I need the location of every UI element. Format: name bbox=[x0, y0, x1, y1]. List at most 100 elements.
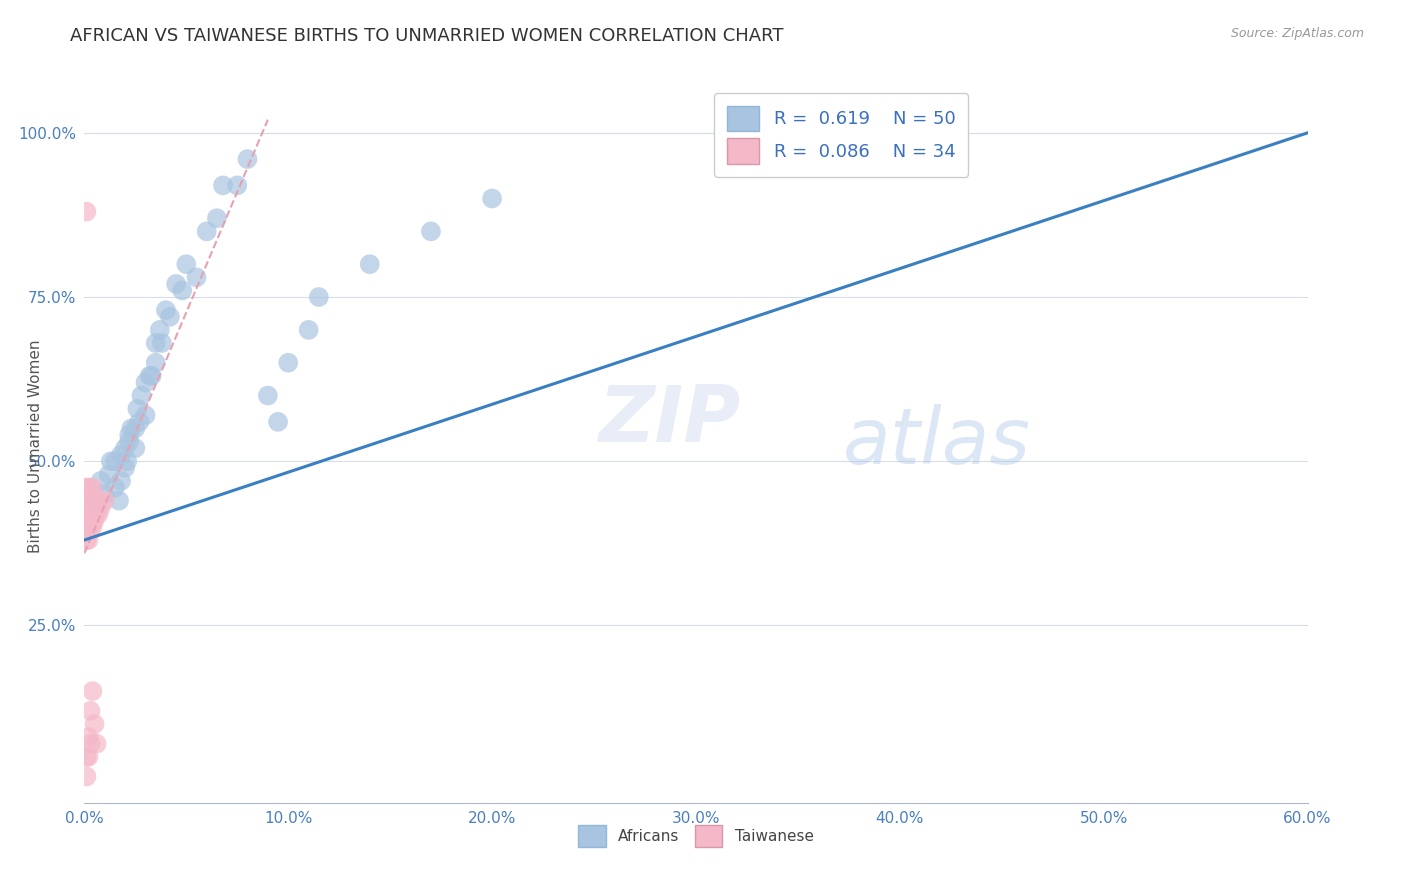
Point bbox=[135, 409, 157, 423]
Point bbox=[118, 428, 141, 442]
Point bbox=[75, 513, 97, 527]
Point bbox=[149, 323, 172, 337]
Point bbox=[82, 513, 104, 527]
Point bbox=[82, 481, 104, 495]
Point bbox=[82, 493, 104, 508]
Point bbox=[135, 376, 157, 390]
Text: atlas: atlas bbox=[842, 403, 1031, 480]
Point bbox=[359, 257, 381, 271]
Point bbox=[128, 415, 150, 429]
Point bbox=[77, 520, 100, 534]
Point bbox=[481, 192, 503, 206]
Point bbox=[298, 323, 321, 337]
Text: Births to Unmarried Women: Births to Unmarried Women bbox=[28, 339, 42, 553]
Point bbox=[97, 467, 120, 482]
Point bbox=[115, 454, 138, 468]
Text: Source: ZipAtlas.com: Source: ZipAtlas.com bbox=[1230, 27, 1364, 40]
Point bbox=[90, 474, 112, 488]
Point bbox=[77, 533, 100, 547]
Point bbox=[83, 507, 105, 521]
Point bbox=[75, 533, 97, 547]
Point bbox=[75, 507, 97, 521]
Point bbox=[86, 507, 108, 521]
Point bbox=[110, 448, 132, 462]
Point bbox=[172, 284, 194, 298]
Point bbox=[82, 500, 104, 515]
Point bbox=[87, 507, 110, 521]
Point bbox=[83, 717, 105, 731]
Point bbox=[75, 770, 97, 784]
Point bbox=[77, 493, 100, 508]
Point bbox=[159, 310, 181, 324]
Point bbox=[90, 500, 112, 515]
Point bbox=[124, 421, 146, 435]
Point bbox=[75, 500, 97, 515]
Point bbox=[75, 204, 97, 219]
Point bbox=[82, 520, 104, 534]
Point bbox=[77, 507, 100, 521]
Text: ZIP: ZIP bbox=[598, 382, 741, 458]
Point bbox=[79, 487, 101, 501]
Text: AFRICAN VS TAIWANESE BIRTHS TO UNMARRIED WOMEN CORRELATION CHART: AFRICAN VS TAIWANESE BIRTHS TO UNMARRIED… bbox=[70, 27, 783, 45]
Point bbox=[86, 737, 108, 751]
Point bbox=[195, 224, 218, 238]
Point bbox=[257, 388, 280, 402]
Point bbox=[79, 513, 101, 527]
Point bbox=[186, 270, 208, 285]
Point bbox=[118, 434, 141, 449]
Point bbox=[83, 493, 105, 508]
Point bbox=[83, 493, 105, 508]
Point bbox=[79, 507, 101, 521]
Point bbox=[308, 290, 330, 304]
Point bbox=[205, 211, 228, 226]
Point bbox=[267, 415, 290, 429]
Point bbox=[77, 481, 100, 495]
Point bbox=[174, 257, 197, 271]
Point bbox=[277, 356, 299, 370]
Point bbox=[79, 704, 101, 718]
Point bbox=[114, 460, 136, 475]
Point bbox=[165, 277, 187, 291]
Point bbox=[75, 749, 97, 764]
Point bbox=[79, 737, 101, 751]
Point bbox=[138, 368, 160, 383]
Point bbox=[226, 178, 249, 193]
Point bbox=[79, 520, 101, 534]
Point bbox=[141, 368, 163, 383]
Point bbox=[108, 493, 131, 508]
Point bbox=[75, 481, 97, 495]
Point bbox=[420, 224, 443, 238]
Point bbox=[77, 730, 100, 744]
Point bbox=[766, 145, 789, 160]
Point bbox=[145, 336, 167, 351]
Point bbox=[83, 513, 105, 527]
Point bbox=[93, 493, 115, 508]
Point bbox=[127, 401, 149, 416]
Point bbox=[124, 441, 146, 455]
Point bbox=[104, 481, 127, 495]
Point bbox=[75, 520, 97, 534]
Point bbox=[787, 126, 810, 140]
Point bbox=[77, 513, 100, 527]
Point bbox=[145, 356, 167, 370]
Legend: Africans, Taiwanese: Africans, Taiwanese bbox=[572, 819, 820, 853]
Point bbox=[82, 684, 104, 698]
Point bbox=[79, 500, 101, 515]
Point bbox=[155, 303, 177, 318]
Point bbox=[100, 454, 122, 468]
Point bbox=[75, 493, 97, 508]
Point bbox=[150, 336, 173, 351]
Point bbox=[120, 421, 142, 435]
Point bbox=[114, 441, 136, 455]
Point bbox=[212, 178, 235, 193]
Point bbox=[75, 487, 97, 501]
Point bbox=[131, 388, 153, 402]
Point bbox=[236, 152, 259, 166]
Point bbox=[77, 749, 100, 764]
Point bbox=[87, 493, 110, 508]
Point bbox=[86, 493, 108, 508]
Point bbox=[110, 474, 132, 488]
Point bbox=[93, 487, 115, 501]
Point bbox=[79, 493, 101, 508]
Point bbox=[104, 454, 127, 468]
